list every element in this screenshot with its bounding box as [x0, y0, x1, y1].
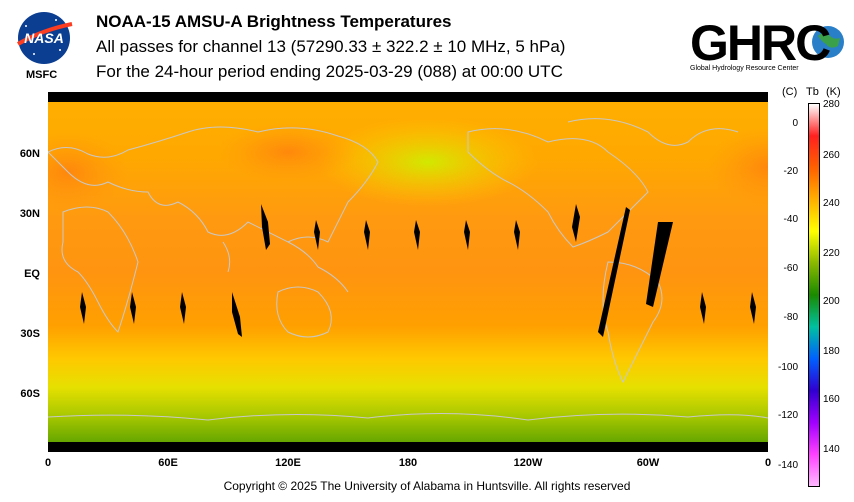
- colorbar-tick-k: 160: [823, 394, 840, 405]
- lon-label-0-right: 0: [764, 457, 772, 469]
- lon-label-0-left: 0: [44, 457, 52, 469]
- ghrc-logo: GHRC: [690, 15, 844, 71]
- colorbar-tick-k: 280: [823, 99, 840, 110]
- colorbar-tick-k: 240: [823, 198, 840, 209]
- lat-label-eq: EQ: [24, 268, 40, 280]
- colorbar-tick-c: -60: [783, 263, 798, 274]
- colorbar-tick-k: 260: [823, 150, 840, 161]
- lat-label-30n: 30N: [19, 208, 40, 220]
- lon-label-120w: 120W: [513, 457, 543, 469]
- ghrc-subtitle: Global Hydrology Resource Center: [690, 65, 799, 72]
- colorbar-tick-c: -40: [783, 214, 798, 225]
- colorbar-tick-c: -120: [777, 410, 798, 421]
- orbit-gaps: [80, 204, 756, 337]
- colorbar-unit-kelvin: (K): [826, 86, 841, 98]
- lat-label-60s: 60S: [20, 388, 40, 400]
- lon-label-120e: 120E: [275, 457, 301, 469]
- colorbar-tick-k: 200: [823, 296, 840, 307]
- nasa-logo-text: NASA: [24, 30, 64, 46]
- copyright-notice: Copyright © 2025 The University of Alaba…: [223, 479, 631, 493]
- brightness-temperature-map: [48, 92, 768, 452]
- ghrc-logo-text: GHRC: [690, 15, 830, 71]
- map-subtitle-channel: All passes for channel 13 (57290.33 ± 32…: [96, 37, 566, 56]
- temperature-colorbar: [808, 103, 820, 487]
- lat-label-30s: 30S: [20, 328, 40, 340]
- lon-label-60e: 60E: [158, 457, 178, 469]
- lon-label-180: 180: [398, 457, 418, 469]
- map-subtitle-period: For the 24-hour period ending 2025-03-29…: [96, 62, 563, 81]
- colorbar-tick-c: -140: [777, 460, 798, 471]
- colorbar-unit-tb: Tb: [806, 86, 819, 98]
- nasa-logo: NASA: [16, 12, 73, 64]
- colorbar-tick-c: -20: [783, 166, 798, 177]
- colorbar-tick-c: -100: [777, 362, 798, 373]
- map-title: NOAA-15 AMSU-A Brightness Temperatures: [96, 12, 452, 31]
- colorbar-tick-k: 220: [823, 248, 840, 259]
- lon-label-60w: 60W: [636, 457, 660, 469]
- colorbar-tick-c: 0: [792, 118, 798, 129]
- colorbar-tick-c: -80: [783, 312, 798, 323]
- colorbar-unit-celsius: (C): [782, 86, 798, 98]
- lat-label-60n: 60N: [19, 148, 40, 160]
- colorbar-tick-k: 140: [823, 444, 840, 455]
- msfc-label: MSFC: [26, 69, 58, 81]
- colorbar-tick-k: 180: [823, 346, 840, 357]
